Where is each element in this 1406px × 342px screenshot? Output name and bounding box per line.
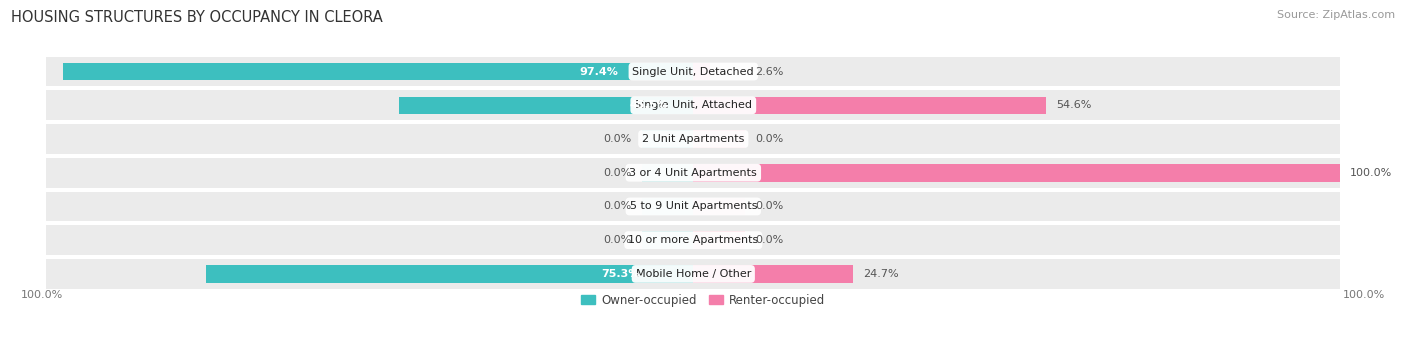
Text: Single Unit, Attached: Single Unit, Attached: [634, 100, 752, 110]
Bar: [46, 57, 1340, 87]
Text: 0.0%: 0.0%: [603, 201, 631, 211]
Bar: [46, 158, 1340, 187]
Bar: [693, 198, 745, 215]
Text: Single Unit, Detached: Single Unit, Detached: [633, 67, 754, 77]
Text: 100.0%: 100.0%: [1350, 168, 1392, 178]
Bar: [693, 232, 745, 249]
Text: Source: ZipAtlas.com: Source: ZipAtlas.com: [1277, 10, 1395, 20]
Bar: [207, 265, 693, 283]
Bar: [46, 192, 1340, 221]
Bar: [693, 63, 710, 80]
Text: 24.7%: 24.7%: [863, 269, 898, 279]
Text: 10 or more Apartments: 10 or more Apartments: [628, 235, 758, 245]
Text: 0.0%: 0.0%: [755, 134, 783, 144]
Bar: [693, 265, 853, 283]
Text: 100.0%: 100.0%: [1343, 290, 1385, 300]
Bar: [693, 96, 1046, 114]
Bar: [399, 96, 693, 114]
Bar: [693, 130, 745, 148]
Text: 100.0%: 100.0%: [21, 290, 63, 300]
Text: 3 or 4 Unit Apartments: 3 or 4 Unit Apartments: [630, 168, 758, 178]
Bar: [46, 259, 1340, 289]
Text: 2 Unit Apartments: 2 Unit Apartments: [643, 134, 745, 144]
Bar: [46, 225, 1340, 255]
Bar: [693, 164, 1340, 182]
Text: 0.0%: 0.0%: [755, 201, 783, 211]
Text: 45.5%: 45.5%: [630, 100, 668, 110]
Text: 0.0%: 0.0%: [603, 168, 631, 178]
Bar: [46, 124, 1340, 154]
Text: 0.0%: 0.0%: [603, 235, 631, 245]
Text: 54.6%: 54.6%: [1056, 100, 1091, 110]
Bar: [641, 198, 693, 215]
Bar: [641, 130, 693, 148]
Bar: [46, 90, 1340, 120]
Text: 0.0%: 0.0%: [755, 235, 783, 245]
Text: HOUSING STRUCTURES BY OCCUPANCY IN CLEORA: HOUSING STRUCTURES BY OCCUPANCY IN CLEOR…: [11, 10, 382, 25]
Bar: [641, 232, 693, 249]
Bar: [63, 63, 693, 80]
Text: 2.6%: 2.6%: [755, 67, 783, 77]
Text: 5 to 9 Unit Apartments: 5 to 9 Unit Apartments: [630, 201, 756, 211]
Text: Mobile Home / Other: Mobile Home / Other: [636, 269, 751, 279]
Text: 75.3%: 75.3%: [600, 269, 640, 279]
Text: 97.4%: 97.4%: [579, 67, 619, 77]
Text: 0.0%: 0.0%: [603, 134, 631, 144]
Legend: Owner-occupied, Renter-occupied: Owner-occupied, Renter-occupied: [576, 289, 830, 311]
Bar: [641, 164, 693, 182]
